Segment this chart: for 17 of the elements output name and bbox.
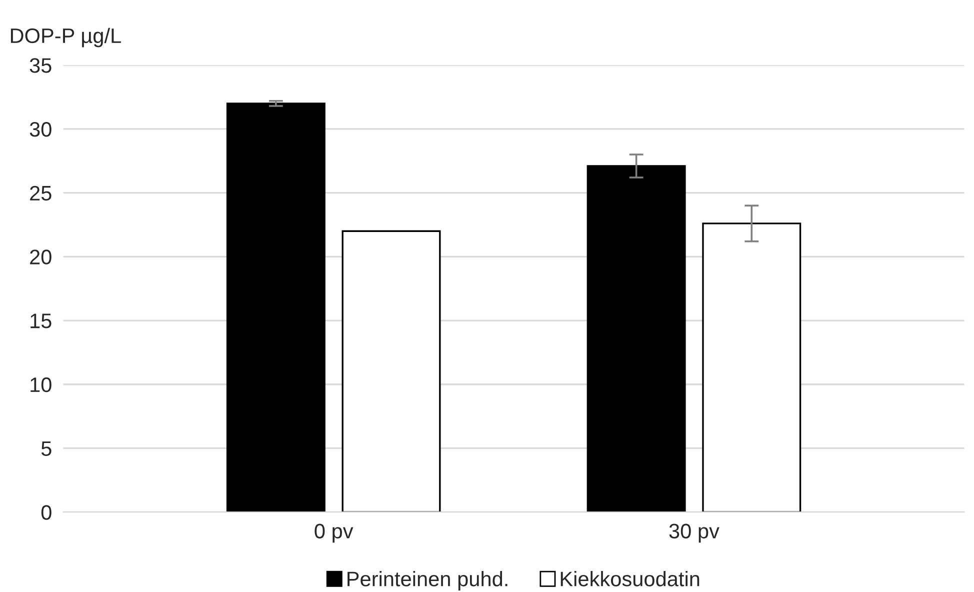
y-tick-label: 5 <box>41 441 52 456</box>
bar <box>586 165 686 512</box>
y-tick-label: 30 <box>30 122 52 137</box>
bar <box>226 102 326 512</box>
legend-label: Perinteinen puhd. <box>348 571 508 590</box>
y-tick-label: 15 <box>30 314 52 328</box>
y-tick-label: 25 <box>30 186 52 201</box>
bar <box>342 230 441 512</box>
y-tick-label: 35 <box>30 58 52 73</box>
y-tick-label: 20 <box>30 250 52 264</box>
x-tick-label: 30 pv <box>669 524 720 543</box>
bar <box>702 222 802 512</box>
x-tick-label: 0 pv <box>314 524 354 543</box>
y-axis-title: DOP-P µg/L <box>10 28 121 48</box>
y-tick-label: 10 <box>30 377 52 392</box>
y-tick-label: 0 <box>41 505 52 520</box>
legend-label: Kiekkosuodatin <box>560 571 700 586</box>
